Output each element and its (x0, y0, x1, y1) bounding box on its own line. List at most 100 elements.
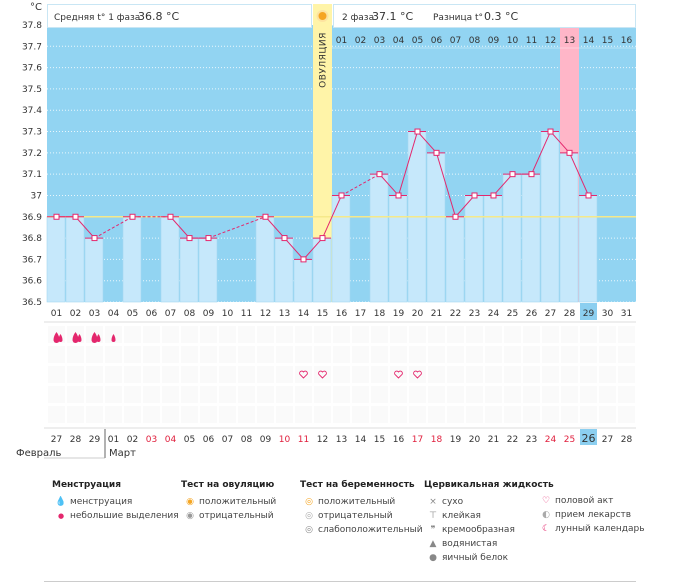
symptom-cell (181, 406, 198, 423)
symptom-cell (618, 386, 635, 403)
symptom-cell (86, 346, 103, 363)
symptom-cell (428, 406, 445, 423)
symptom-cell (181, 366, 198, 383)
heart-icon (299, 370, 308, 379)
symptom-cell (48, 366, 65, 383)
cycle-day-label: 19 (393, 309, 405, 319)
symptom-cell (618, 326, 635, 343)
symptom-cell (86, 386, 103, 403)
temperature-line (265, 216, 285, 239)
y-tick-label: 37.7 (22, 42, 42, 52)
symptom-cell (447, 346, 464, 363)
symptom-cell (618, 366, 635, 383)
temperature-point (262, 213, 269, 220)
phase1-avg-label: Средняя t° 1 фаза (54, 13, 140, 23)
symptom-cell (333, 366, 350, 383)
cycle-day-label: 11 (241, 309, 252, 319)
cycle-day-label: 03 (89, 309, 100, 319)
y-tick-label: 36.7 (22, 255, 42, 265)
phase2-day-label: 01 (336, 36, 347, 46)
temperature-bar (445, 216, 465, 303)
symptom-cell (352, 386, 369, 403)
phase2-day-label: 13 (564, 36, 575, 46)
symptom-cell (200, 326, 217, 343)
calendar-date: 28 (621, 435, 633, 445)
ovulation-label: ОВУЛЯЦИЯ (319, 32, 329, 88)
symptom-cell (143, 386, 160, 403)
symptom-cell (428, 346, 445, 363)
preg-negative-icon: ◎ (305, 511, 313, 521)
symptom-cell (219, 406, 236, 423)
temperature-point (338, 192, 345, 199)
y-tick-label: 37.4 (22, 106, 42, 116)
symptom-cell (295, 326, 312, 343)
symptom-cell (599, 326, 616, 343)
legend-item: ◎ отрицательный (300, 509, 423, 523)
menstruation-icon (91, 332, 98, 343)
legend-item: ● небольшие выделения (52, 509, 179, 523)
phase2-day-label: 02 (355, 36, 366, 46)
phase2-day-label: 11 (526, 36, 537, 46)
temperature-line (284, 237, 304, 260)
symptom-cell (390, 386, 407, 403)
temperature-line (417, 131, 437, 154)
symptom-cell (238, 326, 255, 343)
symptom-cell (371, 406, 388, 423)
symptom-cell (162, 386, 179, 403)
symptom-cell (485, 386, 502, 403)
symptom-cell (599, 366, 616, 383)
test-negative-icon: ◉ (186, 511, 194, 521)
phase2-avg-label: 2 фаза (342, 13, 374, 23)
symptom-cell (409, 406, 426, 423)
temperature-point (490, 192, 497, 199)
calendar-date: 14 (355, 435, 367, 445)
diff-label: Разница t° (433, 13, 483, 23)
symptom-cell (276, 386, 293, 403)
symptom-cell (276, 406, 293, 423)
phase1-info-box (47, 4, 312, 28)
symptom-cell (295, 406, 312, 423)
temperature-point (395, 192, 402, 199)
legend-item: ◐ прием лекарств (537, 508, 645, 522)
temperature-point (509, 171, 516, 178)
temperature-bar (274, 237, 294, 303)
symptom-cell (257, 386, 274, 403)
menstruation-icon (53, 332, 60, 343)
drop-heavy-icon: 💧 (55, 497, 67, 507)
symptom-cell (333, 406, 350, 423)
symptom-cell (143, 366, 160, 383)
diff-value: 0.3 °C (484, 10, 518, 23)
month-label-february: Февраль (16, 448, 62, 459)
symptom-cell (409, 326, 426, 343)
symptom-cell (314, 346, 331, 363)
cycle-day-label: 22 (450, 309, 461, 319)
phase2-day-label: 06 (431, 36, 443, 46)
y-tick-label: 37.3 (22, 128, 42, 138)
temperature-line (379, 173, 399, 196)
phase2-day-label: 08 (469, 36, 481, 46)
symptom-cell (162, 366, 179, 383)
temperature-line (303, 237, 323, 260)
calendar-date: 22 (507, 435, 518, 445)
symptom-cell (219, 366, 236, 383)
phase2-day-label: 15 (602, 36, 613, 46)
month-label-march: Март (109, 448, 136, 459)
phase2-day-label: 07 (450, 36, 461, 46)
symptom-cell (447, 386, 464, 403)
temperature-point (585, 192, 592, 199)
symptom-cell (162, 326, 179, 343)
temperature-point (129, 213, 136, 220)
cycle-day-label: 27 (545, 309, 556, 319)
symptom-cell (162, 406, 179, 423)
y-tick-label: 37.8 (22, 21, 42, 31)
cycle-day-label: 26 (526, 309, 538, 319)
phase2-day-label: 04 (393, 36, 405, 46)
calendar-date: 07 (222, 435, 233, 445)
temperature-bar (426, 152, 446, 303)
heart-icon (394, 370, 403, 379)
symptom-cell (523, 386, 540, 403)
calendar-date: 12 (317, 435, 328, 445)
symptom-cell (561, 326, 578, 343)
test-positive-icon: ◉ (186, 497, 194, 507)
